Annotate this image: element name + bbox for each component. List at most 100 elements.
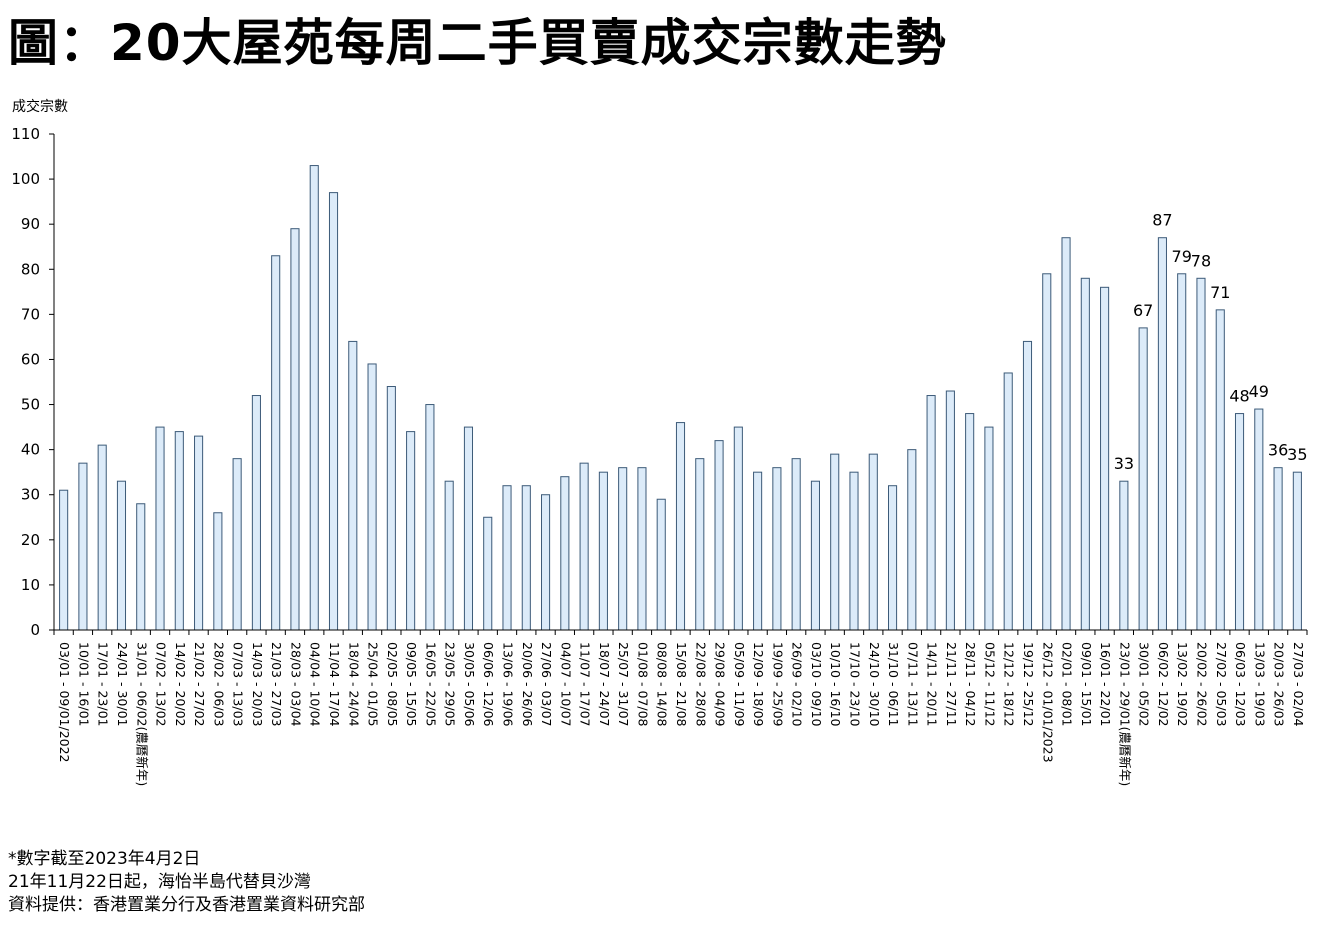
bar-41 (849, 471, 859, 631)
x-tick-label-2: 17/01 - 23/01 (96, 642, 111, 727)
x-tick-label-8: 28/02 - 06/03 (211, 642, 226, 727)
x-tick-label-63: 20/03 - 26/03 (1272, 642, 1287, 727)
x-tick-label-44: 07/11 - 13/11 (905, 642, 920, 727)
bar-5 (155, 426, 165, 631)
bar-59 (1196, 277, 1206, 631)
bar-55 (1119, 480, 1129, 631)
x-tick-label-27: 11/07 - 17/07 (578, 642, 593, 727)
x-tick-label-21: 30/05 - 05/06 (462, 642, 477, 727)
bar-33 (695, 458, 705, 631)
bar-27 (579, 462, 589, 631)
bar-34 (714, 440, 724, 631)
x-tick-label-35: 05/09 - 11/09 (732, 642, 747, 727)
y-tick-label-20: 20 (21, 531, 40, 549)
bar-24 (521, 485, 531, 631)
data-label-59: 78 (1191, 251, 1211, 270)
x-tick-label-47: 28/11 - 04/12 (963, 642, 978, 727)
bar-48 (984, 426, 994, 631)
page-title: 圖：20大屋苑每周二手買賣成交宗數走勢 (8, 14, 947, 72)
bar-26 (560, 476, 570, 631)
x-tick-label-10: 14/03 - 20/03 (250, 642, 265, 727)
y-tick-label-40: 40 (21, 441, 40, 459)
y-tick-label-90: 90 (21, 215, 40, 233)
bar-25 (541, 494, 551, 631)
data-label-58: 79 (1172, 247, 1192, 266)
footnote-cutoff: *數字截至2023年4月2日 (8, 849, 201, 869)
x-tick-label-5: 07/02 - 13/02 (154, 642, 169, 727)
bar-64 (1292, 471, 1302, 631)
x-tick-label-12: 28/03 - 03/04 (288, 642, 303, 727)
x-tick-label-39: 03/10 - 09/10 (809, 642, 824, 727)
x-tick-label-3: 24/01 - 30/01 (115, 642, 130, 727)
bar-15 (348, 340, 358, 631)
footnotes: *數字截至2023年4月2日 21年11月22日起，海怡半島代替貝沙灣 資料提供… (8, 848, 365, 917)
bar-44 (907, 449, 917, 631)
data-label-63: 36 (1268, 441, 1288, 460)
bar-50 (1022, 340, 1033, 631)
bar-31 (656, 498, 666, 631)
y-axis: 0 10 20 30 40 50 60 70 80 90 100 110 (11, 125, 55, 639)
data-label-56: 67 (1133, 301, 1153, 320)
y-tick-label-60: 60 (21, 350, 40, 368)
bar-61 (1234, 413, 1245, 631)
bar-2 (97, 444, 107, 631)
x-tick-label-33: 22/08 - 28/08 (693, 642, 708, 727)
x-tick-label-52: 02/01 - 08/01 (1060, 642, 1075, 727)
x-tick-label-0: 03/01 - 09/01/2022 (57, 642, 72, 763)
x-tick-label-42: 24/10 - 30/10 (867, 642, 882, 727)
x-tick-label-49: 12/12 - 18/12 (1002, 642, 1017, 727)
x-tick-label-61: 06/03 - 12/03 (1233, 642, 1248, 727)
x-tick-label-58: 13/02 - 19/02 (1175, 642, 1190, 727)
x-tick-label-59: 20/02 - 26/02 (1194, 642, 1209, 727)
x-tick-label-13: 04/04 - 10/04 (308, 642, 323, 727)
bar-49 (1003, 372, 1013, 631)
y-tick-label-100: 100 (11, 170, 40, 188)
bar-57 (1157, 237, 1167, 631)
bar-21 (463, 426, 474, 631)
bar-12 (290, 228, 300, 631)
bar-53 (1080, 277, 1090, 631)
x-tick-label-40: 10/10 - 16/10 (828, 642, 843, 727)
bar-39 (810, 480, 820, 631)
x-tick-label-57: 06/02 - 12/02 (1156, 642, 1171, 727)
y-tick-label-0: 0 (30, 621, 40, 639)
bar-40 (830, 453, 840, 631)
x-tick-label-64: 27/03 - 02/04 (1291, 642, 1306, 727)
y-tick-label-50: 50 (21, 396, 40, 414)
bar-22 (483, 516, 493, 631)
bar-30 (637, 467, 647, 631)
bar-63 (1273, 467, 1283, 631)
bar-28 (598, 471, 608, 631)
x-tick-label-56: 30/01 - 05/02 (1137, 642, 1152, 727)
y-tick-label-80: 80 (21, 260, 40, 278)
bar-18 (406, 431, 416, 631)
bar-14 (328, 192, 339, 631)
bar-13 (309, 165, 319, 631)
x-tick-label-14: 11/04 - 17/04 (327, 642, 342, 727)
y-tick-label-30: 30 (21, 486, 40, 504)
data-label-61: 48 (1229, 387, 1249, 406)
bar-20 (444, 480, 454, 631)
x-tick-label-16: 25/04 - 01/05 (366, 642, 381, 727)
x-tick-label-6: 14/02 - 20/02 (173, 642, 188, 727)
x-axis: 03/01 - 09/01/2022 10/01 - 16/01 17/01 - 2… (53, 629, 1308, 786)
data-label-64: 35 (1287, 445, 1307, 464)
footnote-substitution: 21年11月22日起，海怡半島代替貝沙灣 (8, 872, 311, 892)
x-tick-label-29: 25/07 - 31/07 (616, 642, 631, 727)
bar-0 (59, 489, 69, 631)
x-tick-label-50: 19/12 - 25/12 (1021, 642, 1036, 727)
bar-23 (502, 485, 512, 631)
data-label-60: 71 (1210, 283, 1230, 302)
x-tick-label-23: 13/06 - 19/06 (501, 642, 516, 727)
x-tick-label-4: 31/01 - 06/02(農曆新年) (134, 642, 149, 786)
bar-chart: 成交宗數 0 10 20 30 40 50 60 70 80 90 100 110 03/01 - 0… (11, 98, 1308, 786)
bar-9 (232, 458, 242, 631)
x-tick-label-51: 26/12 - 01/01/2023 (1040, 642, 1055, 763)
x-tick-label-46: 21/11 - 27/11 (944, 642, 959, 727)
bar-6 (174, 431, 184, 631)
x-tick-label-38: 26/09 - 02/10 (790, 642, 805, 727)
x-tick-label-22: 06/06 - 12/06 (481, 642, 496, 727)
bar-36 (753, 471, 763, 631)
x-tick-label-48: 05/12 - 11/12 (982, 642, 997, 727)
x-tick-label-26: 04/07 - 10/07 (558, 642, 573, 727)
